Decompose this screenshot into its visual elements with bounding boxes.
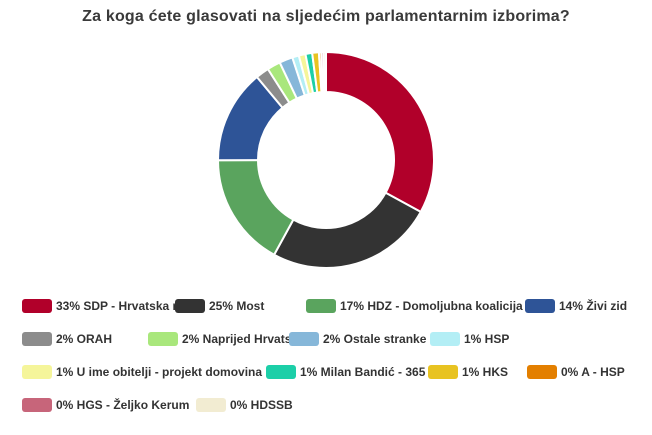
legend-swatch <box>22 365 52 379</box>
legend-item[interactable]: 0% HDSSB <box>196 396 293 414</box>
legend-label: 0% HGS - Željko Kerum <box>56 398 190 412</box>
legend-label: 1% HSP <box>464 332 510 346</box>
legend-swatch <box>527 365 557 379</box>
legend-label: 2% Naprijed Hrvatska <box>182 332 305 346</box>
legend-label: 1% HKS <box>462 365 509 379</box>
legend-item[interactable]: 1% Milan Bandić - 365 <box>266 363 425 381</box>
slice-3[interactable] <box>216 159 295 257</box>
legend-item[interactable]: 2% ORAH <box>22 330 112 348</box>
slice-14[interactable] <box>322 50 327 94</box>
legend-item[interactable]: 1% U ime obitelji - projekt domovina <box>22 363 262 381</box>
legend-label: 25% Most <box>209 299 265 313</box>
legend-label: 17% HDZ - Domoljubna koalicija <box>340 299 523 313</box>
legend-item[interactable]: 1% HSP <box>430 330 509 348</box>
legend-swatch <box>196 398 226 412</box>
legend-item[interactable]: 0% A - HSP <box>527 363 625 381</box>
legend-item[interactable]: 1% HKS <box>428 363 508 381</box>
legend-label: 2% Ostale stranke <box>323 332 427 346</box>
legend-label: 33% SDP - Hrvatska raste <box>56 299 202 313</box>
legend-item[interactable]: 33% SDP - Hrvatska raste <box>22 297 201 315</box>
legend-label: 1% U ime obitelji - projekt domovina <box>56 365 263 379</box>
legend-swatch <box>266 365 296 379</box>
legend-item[interactable]: 0% HGS - Željko Kerum <box>22 396 189 414</box>
slice-1[interactable] <box>325 50 435 214</box>
legend-swatch <box>148 332 178 346</box>
legend-item[interactable]: 17% HDZ - Domoljubna koalicija <box>306 297 523 315</box>
legend-swatch <box>306 299 336 313</box>
legend-label: 0% A - HSP <box>561 365 625 379</box>
legend-item[interactable]: 2% Naprijed Hrvatska <box>148 330 305 348</box>
chart-title: Za koga ćete glasovati na sljedećim parl… <box>82 8 570 25</box>
legend-swatch <box>22 299 52 313</box>
legend-swatch <box>175 299 205 313</box>
legend-swatch <box>525 299 555 313</box>
legend-label: 14% Živi zid <box>559 299 628 313</box>
slice-2[interactable] <box>272 191 423 269</box>
legend-swatch <box>22 332 52 346</box>
legend-swatch <box>428 365 458 379</box>
legend-label: 1% Milan Bandić - 365 <box>300 365 426 379</box>
legend-label: 2% ORAH <box>56 332 113 346</box>
legend-item[interactable]: 2% Ostale stranke <box>289 330 426 348</box>
legend-label: 0% HDSSB <box>230 398 293 412</box>
legend-swatch <box>289 332 319 346</box>
legend-swatch <box>430 332 460 346</box>
legend-swatch <box>22 398 52 412</box>
legend-item[interactable]: 25% Most <box>175 297 264 315</box>
legend-item[interactable]: 14% Živi zid <box>525 297 627 315</box>
